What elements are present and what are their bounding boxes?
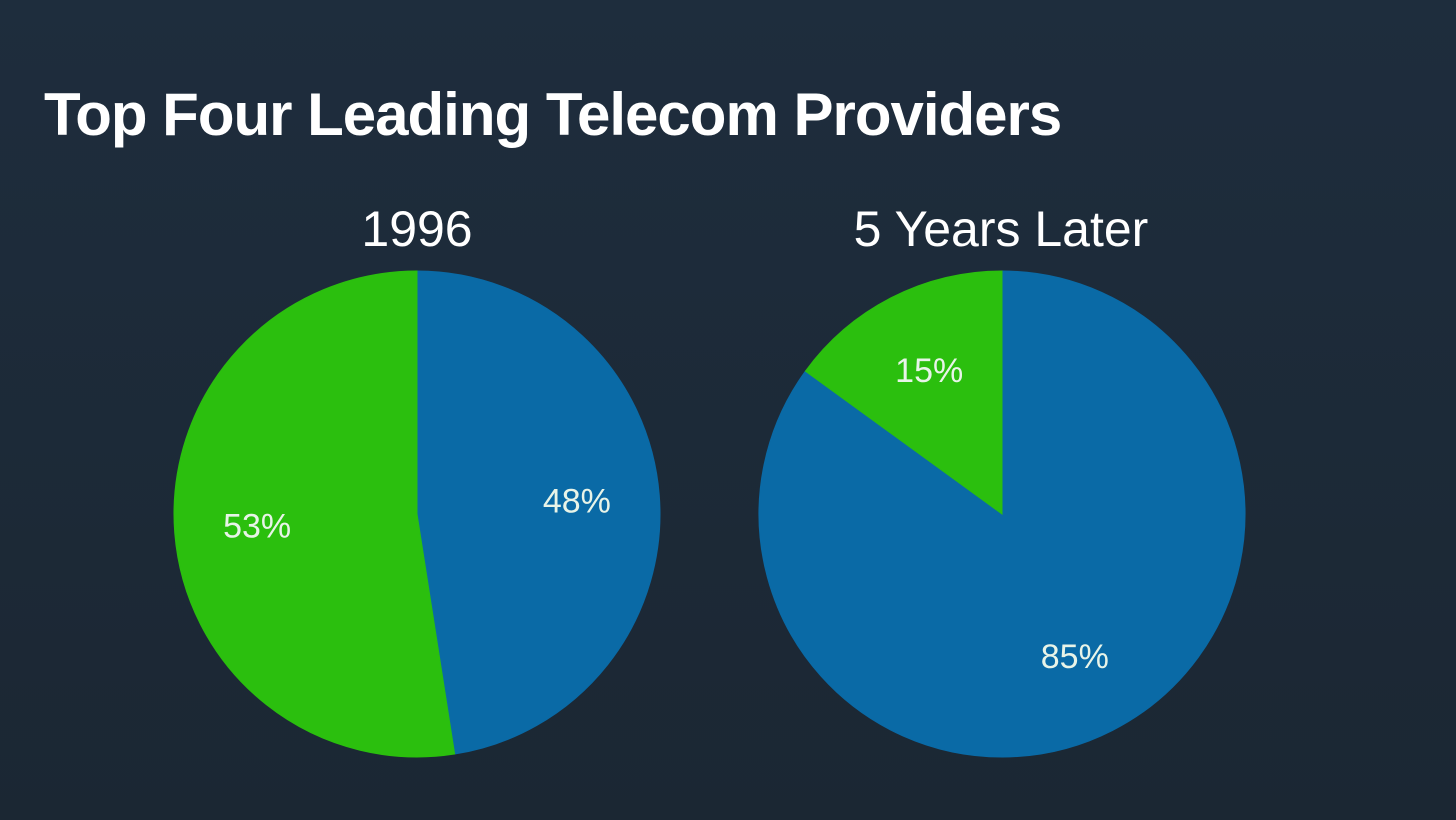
pie-slice-label-48pct: 48%	[543, 483, 611, 521]
slide-title: Top Four Leading Telecom Providers	[44, 81, 1062, 148]
pie-slice-53pct	[173, 270, 456, 758]
pie-slice-label-15pct: 15%	[895, 352, 963, 390]
pie-slice-15pct	[804, 270, 1003, 515]
pie-slice-48pct	[416, 270, 661, 755]
pie-title-1996: 1996	[361, 201, 473, 257]
pie-slice-label-85pct: 85%	[1041, 638, 1109, 676]
pie-slice-label-53pct: 53%	[223, 507, 291, 545]
pie-title-5-years-later: 5 Years Later	[853, 201, 1149, 257]
